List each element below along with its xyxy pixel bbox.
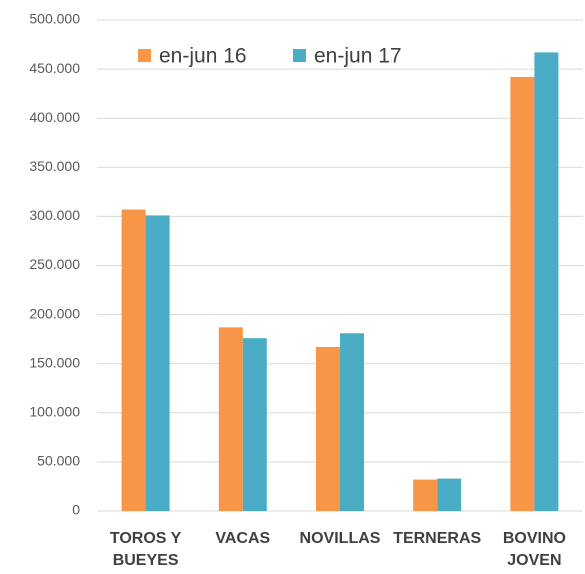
y-tick-label: 450.000: [29, 60, 80, 76]
y-tick-label: 300.000: [29, 207, 80, 223]
y-tick-label: 200.000: [29, 305, 80, 321]
bar: [534, 52, 559, 511]
bar: [510, 76, 535, 512]
legend-label: en-jun 16: [159, 45, 247, 68]
x-tick-label: TERNERAS: [393, 530, 482, 547]
x-tick-label: NOVILLAS: [299, 530, 381, 547]
x-tick-label: TOROS Y BUEYES: [109, 530, 182, 569]
bar: [340, 333, 364, 511]
y-tick-label: 150.000: [29, 354, 80, 370]
x-tick-label: BOVINO JOVEN: [502, 530, 566, 569]
y-tick-label: 100.000: [29, 404, 80, 420]
legend-swatch: [293, 49, 306, 62]
y-tick-label: 400.000: [29, 109, 80, 125]
legend-label: en-jun 17: [314, 45, 402, 68]
y-tick-label: 50.000: [37, 453, 80, 469]
y-tick-label: 0: [72, 502, 80, 518]
y-tick-label: 250.000: [29, 256, 80, 272]
bar: [242, 338, 267, 511]
bar: [413, 479, 438, 511]
bar: [316, 347, 340, 511]
bar: [437, 478, 462, 511]
bar: [121, 209, 146, 511]
y-tick-label: 500.000: [29, 11, 80, 27]
bar: [145, 215, 170, 511]
legend-swatch: [138, 49, 151, 62]
y-tick-label: 350.000: [29, 158, 80, 174]
x-tick-label: VACAS: [215, 530, 271, 547]
bar: [218, 327, 243, 511]
